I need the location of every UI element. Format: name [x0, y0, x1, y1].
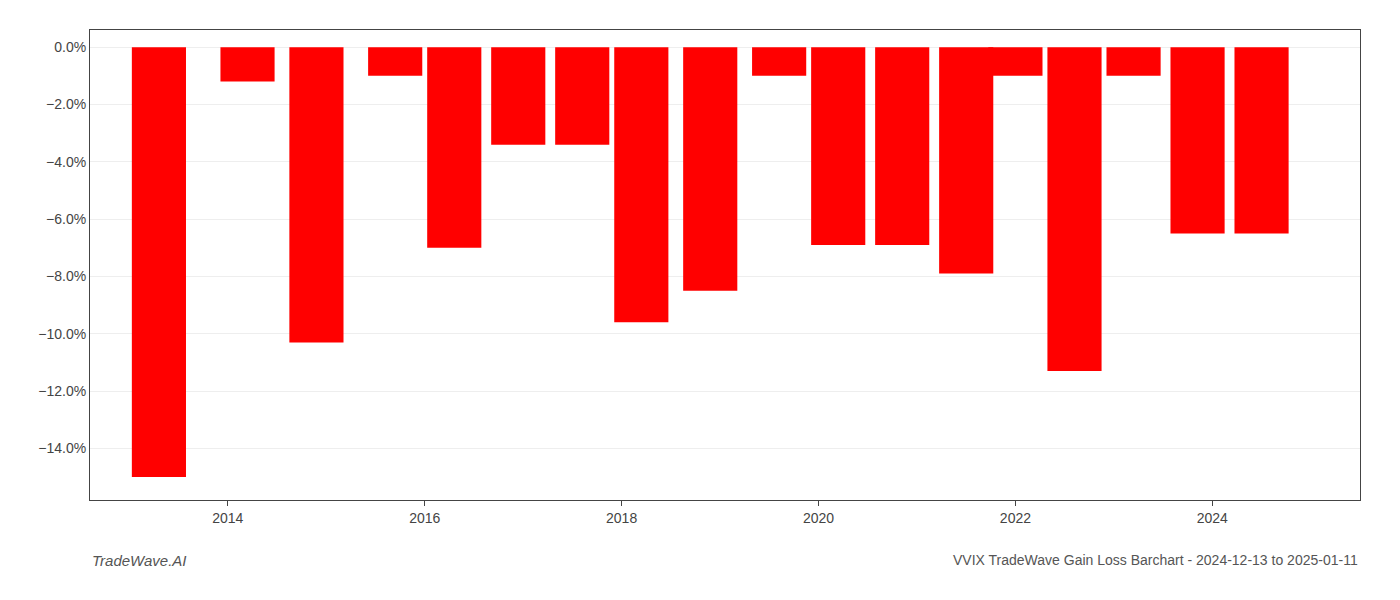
svg-text:2016: 2016	[409, 510, 440, 526]
svg-text:0.0%: 0.0%	[54, 39, 86, 55]
svg-text:2014: 2014	[212, 510, 243, 526]
svg-text:−6.0%: −6.0%	[46, 211, 86, 227]
svg-text:VVIX TradeWave Gain Loss Barch: VVIX TradeWave Gain Loss Barchart - 2024…	[953, 552, 1358, 568]
svg-text:2024: 2024	[1197, 510, 1228, 526]
svg-text:−2.0%: −2.0%	[46, 96, 86, 112]
svg-text:−4.0%: −4.0%	[46, 154, 86, 170]
svg-text:2018: 2018	[606, 510, 637, 526]
svg-text:2022: 2022	[1000, 510, 1031, 526]
svg-text:TradeWave.AI: TradeWave.AI	[92, 552, 186, 569]
svg-text:−14.0%: −14.0%	[38, 440, 86, 456]
svg-text:−12.0%: −12.0%	[38, 383, 86, 399]
svg-text:−8.0%: −8.0%	[46, 268, 86, 284]
svg-text:−10.0%: −10.0%	[38, 326, 86, 342]
svg-text:2020: 2020	[803, 510, 834, 526]
